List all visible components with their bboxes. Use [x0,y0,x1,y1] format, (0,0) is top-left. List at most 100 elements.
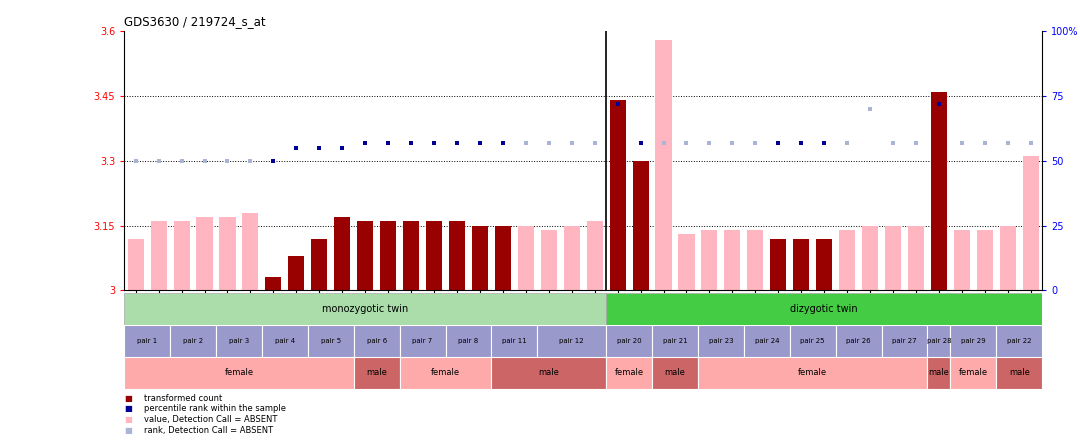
Bar [262,325,308,357]
Bar [216,325,262,357]
Text: female: female [959,368,988,377]
Text: male: male [538,368,559,377]
Bar [288,256,305,290]
Bar [954,230,970,290]
Bar [652,357,698,388]
Bar [698,325,744,357]
Bar [538,325,606,357]
Bar [357,221,374,290]
Text: rank, Detection Call = ABSENT: rank, Detection Call = ABSENT [144,426,273,435]
Bar [633,161,649,290]
Bar [881,325,928,357]
Bar [403,221,419,290]
Bar [701,230,717,290]
Bar [606,325,652,357]
Bar [308,325,354,357]
Bar [266,278,282,290]
Bar [606,357,652,388]
Text: ■: ■ [124,415,132,424]
Text: pair 21: pair 21 [663,337,687,344]
Bar [928,357,950,388]
Bar [171,325,216,357]
Text: female: female [431,368,460,377]
Text: female: female [615,368,644,377]
Bar [380,221,396,290]
Bar [127,238,144,290]
Bar [908,226,924,290]
Text: pair 1: pair 1 [137,337,158,344]
Bar [400,325,446,357]
Bar [652,325,698,357]
Bar [997,325,1042,357]
Text: male: male [929,368,949,377]
Text: pair 20: pair 20 [617,337,642,344]
Bar [150,221,166,290]
Bar [698,357,928,388]
Text: pair 22: pair 22 [1007,337,1031,344]
Bar [816,238,833,290]
Bar [885,226,901,290]
Bar [950,325,997,357]
Text: value, Detection Call = ABSENT: value, Detection Call = ABSENT [144,415,276,424]
Bar [446,325,491,357]
Text: pair 12: pair 12 [559,337,584,344]
Text: dizygotic twin: dizygotic twin [791,304,858,313]
Bar [1000,226,1016,290]
Bar [472,226,488,290]
Bar [491,325,538,357]
Bar [836,325,881,357]
Bar [725,230,741,290]
Bar [449,221,465,290]
Bar [609,100,625,290]
Bar [747,230,764,290]
Bar [976,230,993,290]
Bar [219,217,235,290]
Text: female: female [225,368,254,377]
Text: pair 7: pair 7 [413,337,433,344]
Bar [124,325,171,357]
Bar [1023,156,1039,290]
Text: pair 2: pair 2 [183,337,203,344]
Bar [789,325,836,357]
Bar [491,357,606,388]
Bar [517,226,534,290]
Bar [334,217,350,290]
Bar [928,325,950,357]
Bar [770,238,786,290]
Bar [997,357,1042,388]
Bar [586,221,603,290]
Text: male: male [664,368,686,377]
Text: transformed count: transformed count [144,393,221,403]
Text: ■: ■ [124,393,132,403]
Bar [124,293,606,325]
Text: male: male [1009,368,1029,377]
Text: ■: ■ [124,426,132,435]
Text: pair 29: pair 29 [961,337,986,344]
Text: pair 27: pair 27 [892,337,917,344]
Bar [793,238,809,290]
Text: female: female [798,368,827,377]
Bar [606,293,1042,325]
Text: pair 28: pair 28 [927,337,951,344]
Text: pair 5: pair 5 [321,337,341,344]
Bar [400,357,491,388]
Bar [197,217,213,290]
Bar [311,238,327,290]
Bar [174,221,190,290]
Bar [950,357,997,388]
Bar [862,226,878,290]
Bar [656,40,672,290]
Bar [839,230,855,290]
Text: pair 3: pair 3 [229,337,249,344]
Bar [931,91,947,290]
Text: pair 6: pair 6 [366,337,387,344]
Text: pair 25: pair 25 [800,337,825,344]
Text: male: male [366,368,387,377]
Bar [541,230,557,290]
Bar [426,221,442,290]
Text: pair 23: pair 23 [708,337,733,344]
Text: pair 11: pair 11 [502,337,527,344]
Text: percentile rank within the sample: percentile rank within the sample [144,404,285,413]
Text: monozygotic twin: monozygotic twin [322,304,408,313]
Bar [564,226,580,290]
